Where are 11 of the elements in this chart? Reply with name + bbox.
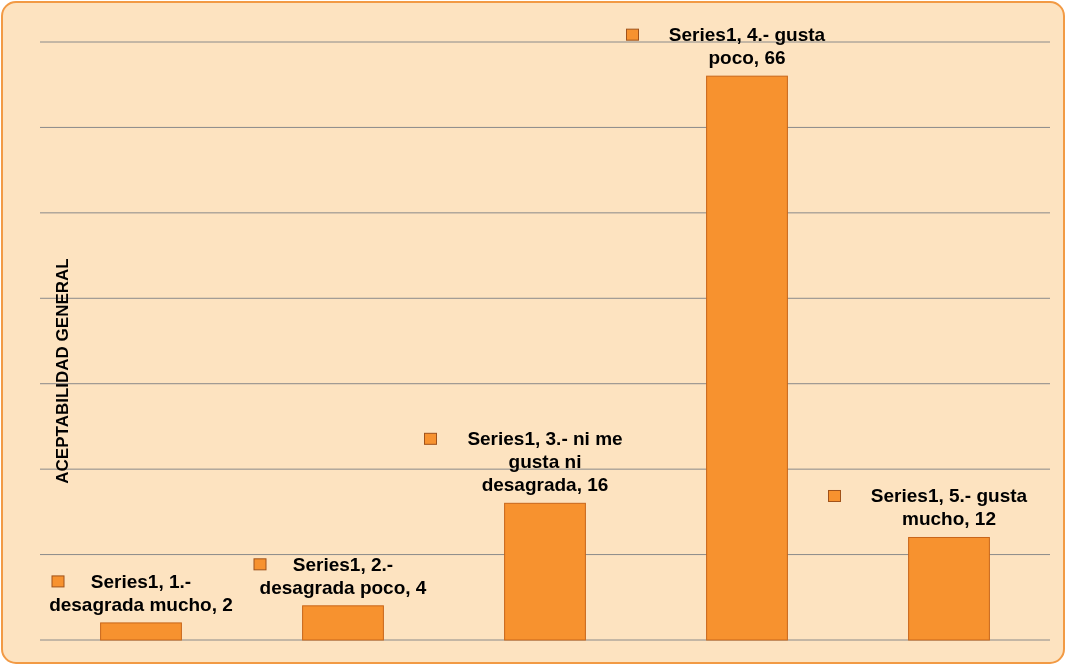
bar [706,75,788,641]
bar [908,536,990,641]
bar [302,605,384,641]
bar [100,622,182,641]
data-label: Series1, 4.- gusta poco, 66 [668,24,826,69]
bar [504,502,586,641]
y-axis-title: ACEPTABILIDAD GENERAL [53,258,72,484]
data-label: Series1, 5.- gusta mucho, 12 [870,485,1028,530]
data-label: Series1, 2.- desagrada poco, 4 [259,553,427,598]
data-label: Series1, 1.- desagrada mucho, 2 [49,570,233,615]
data-label: Series1, 3.- ni me gusta ni desagrada, 16 [467,428,623,496]
